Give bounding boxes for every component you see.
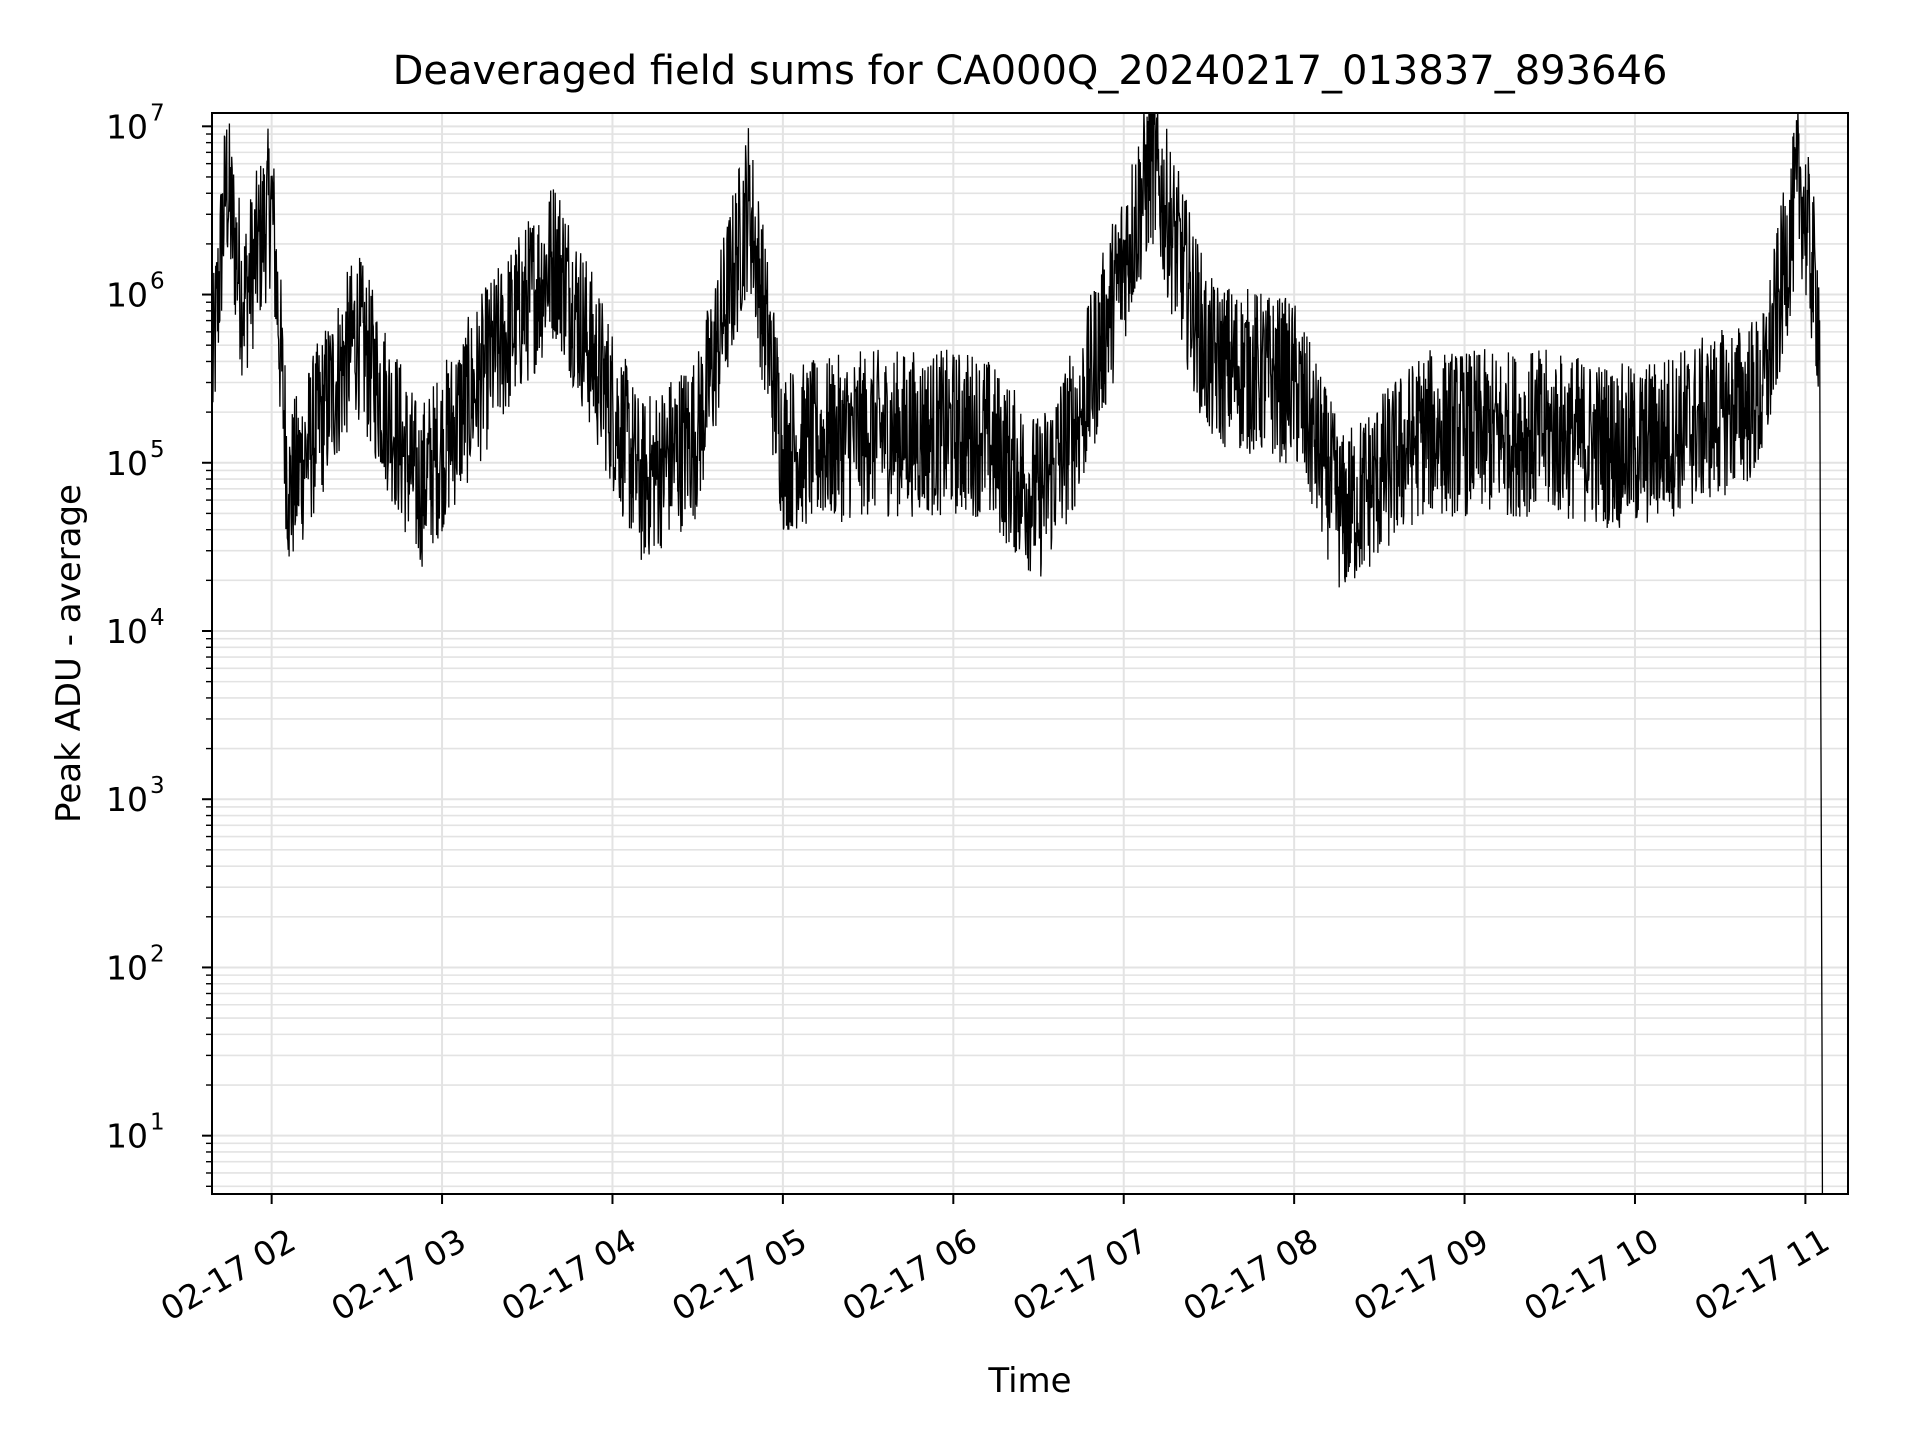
- data-point: [640, 483, 642, 485]
- data-point: [1080, 411, 1082, 413]
- data-point: [1038, 499, 1040, 501]
- y-tick-label: 10: [106, 612, 148, 651]
- data-point: [555, 255, 557, 257]
- y-tick-label: 10: [106, 780, 148, 819]
- data-point: [1821, 1185, 1823, 1187]
- data-point: [418, 488, 420, 490]
- series-layer: [212, 113, 1824, 1194]
- data-point: [1634, 448, 1636, 450]
- x-tick-label: 02-17 07: [1006, 1221, 1154, 1329]
- x-tick-label: 02-17 02: [154, 1221, 302, 1329]
- plot-frame: [211, 112, 1849, 1195]
- y-tick-label: 10: [106, 276, 148, 315]
- data-point: [782, 448, 784, 450]
- x-tick-label: 02-17 05: [665, 1221, 813, 1329]
- data-point: [1341, 515, 1343, 517]
- x-axis-label: Time: [987, 1361, 1071, 1401]
- data-point: [1208, 360, 1210, 362]
- x-tick-label: 02-17 09: [1347, 1221, 1495, 1329]
- x-tick-label: 02-17 08: [1177, 1221, 1325, 1329]
- y-tick-label: 10: [106, 107, 148, 146]
- y-tick-exponent: 2: [150, 941, 165, 967]
- x-tick-label: 02-17 04: [495, 1221, 643, 1329]
- data-point: [1421, 432, 1423, 434]
- data-point: [697, 432, 699, 434]
- data-point: [288, 493, 290, 495]
- data-point: [1819, 320, 1821, 322]
- y-tick-exponent: 5: [150, 437, 165, 463]
- y-tick-label: 10: [106, 948, 148, 987]
- chart-title: Deaveraged field sums for CA000Q_2024021…: [393, 48, 1668, 94]
- series-line: [212, 113, 1824, 1194]
- y-tick-exponent: 6: [150, 269, 165, 295]
- x-tick-label: 02-17 11: [1688, 1221, 1836, 1329]
- data-point: [981, 432, 983, 434]
- x-tick-label: 02-17 03: [324, 1221, 472, 1329]
- data-point: [242, 301, 244, 303]
- data-point: [356, 331, 358, 333]
- y-axis-label: Peak ADU - average: [49, 484, 89, 823]
- data-point: [748, 200, 750, 202]
- data-point: [1293, 382, 1295, 384]
- x-tick-label: 02-17 10: [1517, 1221, 1665, 1329]
- grid: [212, 113, 1848, 1194]
- data-point: [1151, 160, 1153, 162]
- y-tick-exponent: 7: [150, 100, 165, 126]
- data-point: [1762, 395, 1764, 397]
- data-point: [1549, 432, 1551, 434]
- y-tick-exponent: 3: [150, 773, 165, 799]
- y-tick-exponent: 4: [150, 605, 165, 631]
- data-point: [271, 198, 273, 200]
- y-tick-exponent: 1: [150, 1110, 165, 1136]
- y-tick-label: 10: [106, 444, 148, 483]
- data-point: [1799, 179, 1801, 181]
- data-point: [225, 179, 227, 181]
- data-point: [867, 432, 869, 434]
- data-point: [484, 370, 486, 372]
- x-tick-label: 02-17 06: [836, 1221, 984, 1329]
- y-tick-label: 10: [106, 1117, 148, 1156]
